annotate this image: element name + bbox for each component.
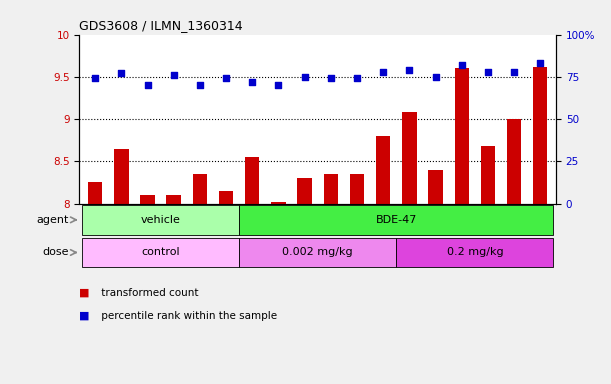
Bar <box>88 182 103 204</box>
Bar <box>192 174 207 204</box>
Text: ■: ■ <box>79 288 90 298</box>
Text: dose: dose <box>42 247 69 258</box>
Bar <box>166 195 181 204</box>
Point <box>247 79 257 85</box>
Point <box>509 69 519 75</box>
Text: 0.002 mg/kg: 0.002 mg/kg <box>282 247 353 258</box>
Text: vehicle: vehicle <box>141 215 180 225</box>
Point <box>90 75 100 81</box>
Text: BDE-47: BDE-47 <box>376 215 417 225</box>
Text: ■: ■ <box>79 311 90 321</box>
Bar <box>324 174 338 204</box>
Bar <box>298 178 312 204</box>
Point <box>431 74 441 80</box>
Point <box>274 82 284 88</box>
Bar <box>219 191 233 204</box>
Point <box>535 60 545 66</box>
Bar <box>141 195 155 204</box>
Point <box>195 82 205 88</box>
Bar <box>397 238 554 267</box>
Point <box>169 72 178 78</box>
Bar <box>455 68 469 204</box>
Text: 0.2 mg/kg: 0.2 mg/kg <box>447 247 503 258</box>
Point <box>457 62 467 68</box>
Point <box>221 75 231 81</box>
Bar <box>239 205 554 235</box>
Text: transformed count: transformed count <box>98 288 198 298</box>
Text: agent: agent <box>37 215 69 225</box>
Text: GDS3608 / ILMN_1360314: GDS3608 / ILMN_1360314 <box>79 19 243 32</box>
Text: percentile rank within the sample: percentile rank within the sample <box>98 311 277 321</box>
Bar <box>481 146 495 204</box>
Bar <box>82 238 239 267</box>
Bar <box>239 238 397 267</box>
Bar <box>428 170 443 204</box>
Point <box>117 70 126 76</box>
Bar <box>376 136 390 204</box>
Bar <box>533 67 547 204</box>
Point <box>352 75 362 81</box>
Point <box>483 69 493 75</box>
Bar <box>114 149 128 204</box>
Bar <box>271 202 285 204</box>
Text: control: control <box>141 247 180 258</box>
Point <box>404 67 414 73</box>
Bar <box>245 157 260 204</box>
Bar <box>82 205 239 235</box>
Point <box>378 69 388 75</box>
Bar <box>349 174 364 204</box>
Point <box>326 75 335 81</box>
Point <box>300 74 310 80</box>
Point <box>142 82 152 88</box>
Bar <box>402 112 417 204</box>
Bar <box>507 119 521 204</box>
